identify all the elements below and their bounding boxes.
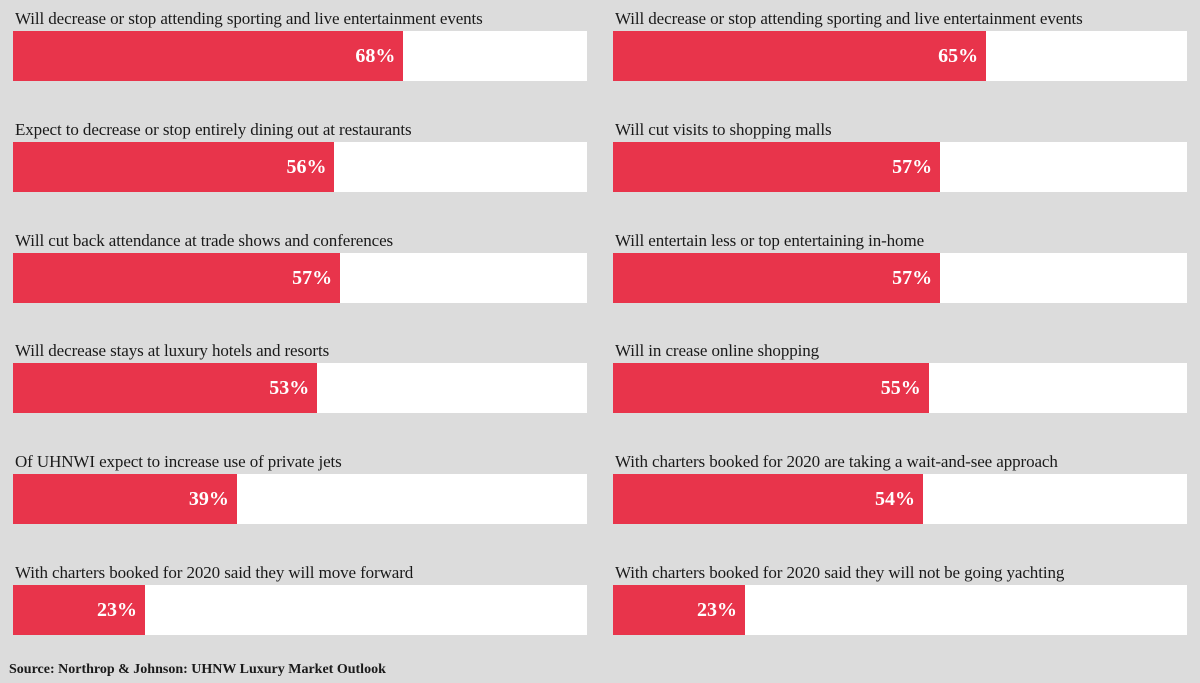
bar: 23% (613, 585, 746, 635)
bar-track: 23% (613, 585, 1187, 635)
bar-label: Will decrease stays at luxury hotels and… (15, 341, 330, 360)
bar-label: With charters booked for 2020 said they … (615, 563, 1065, 582)
bar-track: 53% (13, 363, 587, 413)
bar-label: Will cut visits to shopping malls (615, 120, 832, 139)
bar-value-label: 65% (938, 45, 979, 67)
bar-value-label: 57% (892, 267, 933, 289)
bar-value-label: 57% (292, 267, 333, 289)
bar-value-label: 23% (697, 599, 738, 621)
source-note: Source: Northrop & Johnson: UHNW Luxury … (9, 662, 386, 677)
bar-track: 57% (613, 142, 1187, 192)
bar-value-label: 53% (269, 377, 310, 399)
bar-track: 57% (613, 253, 1187, 303)
bar-track: 57% (13, 253, 587, 303)
bar: 55% (613, 363, 929, 413)
bar: 57% (13, 253, 341, 303)
bar-label: With charters booked for 2020 said they … (15, 563, 414, 582)
bar-track: 23% (13, 585, 587, 635)
bar-row: Of UHNWI expect to increase use of priva… (13, 452, 587, 552)
bar-label: With charters booked for 2020 are taking… (615, 452, 1058, 471)
bar-row: With charters booked for 2020 are taking… (613, 452, 1187, 552)
bar-track: 55% (613, 363, 1187, 413)
bar: 56% (13, 142, 335, 192)
bar-row: With charters booked for 2020 said they … (613, 563, 1187, 663)
bar-row: Will cut visits to shopping malls 57% (613, 120, 1187, 220)
bar-track: 54% (613, 474, 1187, 524)
bar-row: Will cut back attendance at trade shows … (13, 231, 587, 331)
bar-value-label: 55% (880, 377, 921, 399)
bar-value-label: 68% (355, 45, 396, 67)
bar-label: Will entertain less or top entertaining … (615, 231, 925, 250)
bar-label: Will decrease or stop attending sporting… (615, 9, 1083, 28)
bar-track: 68% (13, 31, 587, 81)
bar: 57% (613, 142, 941, 192)
bar-value-label: 57% (892, 156, 933, 178)
bar-label: Expect to decrease or stop entirely dini… (15, 120, 412, 139)
bar: 39% (13, 474, 237, 524)
bar: 53% (13, 363, 318, 413)
bar-value-label: 39% (188, 488, 229, 510)
bar-label: Will decrease or stop attending sporting… (15, 9, 483, 28)
bar-value-label: 56% (286, 156, 327, 178)
bar-track: 56% (13, 142, 587, 192)
bar-row: Will entertain less or top entertaining … (613, 231, 1187, 331)
bar-label: Will cut back attendance at trade shows … (15, 231, 394, 250)
bar-value-label: 54% (874, 488, 915, 510)
bar-value-label: 23% (97, 599, 138, 621)
bar-label: Of UHNWI expect to increase use of priva… (15, 452, 342, 471)
bar-row: Will in crease online shopping 55% (613, 341, 1187, 441)
bar: 23% (13, 585, 146, 635)
bar-track: 65% (613, 31, 1187, 81)
bar: 57% (613, 253, 941, 303)
bar-label: Will in crease online shopping (615, 341, 820, 360)
bar-row: With charters booked for 2020 said they … (13, 563, 587, 663)
bar: 65% (613, 31, 987, 81)
bar-row: Will decrease or stop attending sporting… (13, 9, 587, 109)
bar: 68% (13, 31, 404, 81)
bar-row: Will decrease stays at luxury hotels and… (13, 341, 587, 441)
bar: 54% (613, 474, 923, 524)
bar-track: 39% (13, 474, 587, 524)
bar-row: Will decrease or stop attending sporting… (613, 9, 1187, 109)
bar-row: Expect to decrease or stop entirely dini… (13, 120, 587, 220)
